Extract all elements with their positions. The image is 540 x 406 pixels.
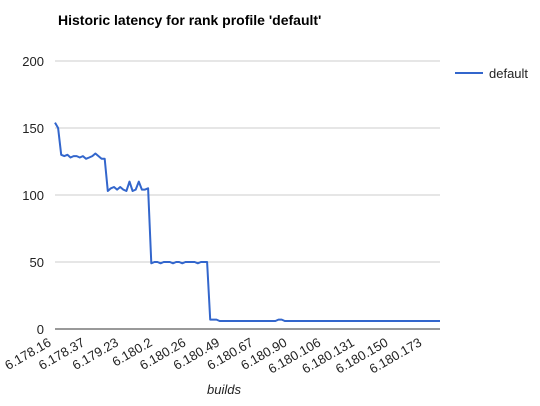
x-axis: 6.178.166.178.376.179.236.180.26.180.266… (2, 335, 424, 377)
series-layer (54, 122, 440, 322)
series-line-default (54, 122, 440, 322)
legend-label: default (489, 66, 528, 81)
y-tick-label: 200 (22, 54, 44, 69)
x-axis-title: builds (207, 382, 241, 397)
chart-title: Historic latency for rank profile 'defau… (58, 12, 321, 28)
y-tick-label: 0 (37, 322, 44, 337)
y-tick-label: 100 (22, 188, 44, 203)
grid (55, 60, 440, 330)
y-tick-label: 50 (30, 255, 44, 270)
y-axis: 0 50 100 150 200 (22, 54, 44, 337)
y-tick-label: 150 (22, 121, 44, 136)
legend: default (455, 66, 528, 81)
